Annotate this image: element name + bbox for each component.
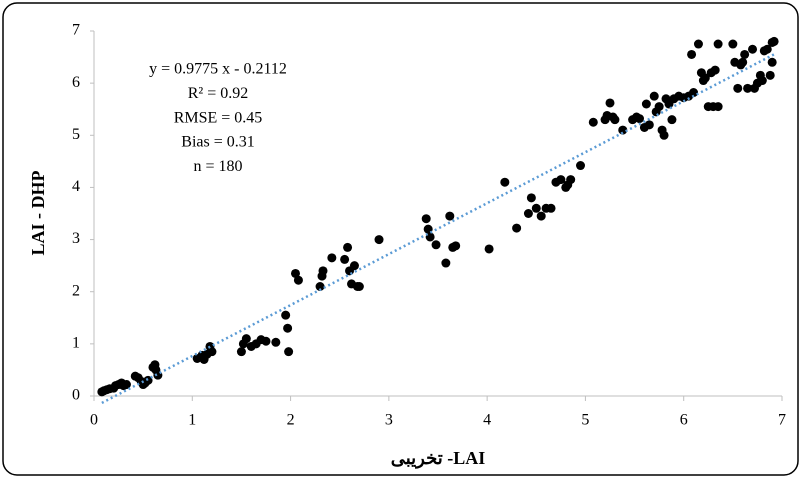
y-tick-label: 5: [72, 126, 80, 143]
data-point: [523, 209, 533, 218]
data-point: [743, 83, 753, 93]
y-tick-label: 0: [72, 387, 80, 404]
data-point: [546, 203, 556, 213]
y-axis-label: LAI - DHP: [28, 170, 48, 255]
data-point: [767, 57, 777, 67]
data-point: [283, 323, 293, 333]
data-point: [762, 44, 772, 54]
data-point: [349, 261, 359, 271]
annotation: RMSE = 0.45: [174, 109, 263, 126]
data-point: [354, 282, 364, 291]
data-point: [738, 57, 748, 67]
data-point: [327, 253, 337, 263]
data-point: [710, 65, 720, 75]
data-point: [512, 223, 522, 233]
x-tick-label: 2: [287, 412, 295, 429]
data-point: [634, 114, 644, 124]
x-tick-label: 1: [188, 412, 196, 429]
data-point: [261, 336, 271, 346]
y-tick-label: 3: [72, 230, 80, 247]
data-point: [740, 49, 750, 59]
data-point: [421, 214, 431, 224]
data-point: [576, 161, 586, 171]
data-point: [340, 254, 350, 264]
data-point: [451, 241, 461, 251]
data-point: [290, 268, 300, 278]
data-point: [284, 347, 294, 357]
annotation: y = 0.9775 x - 0.2112: [149, 61, 287, 78]
data-point: [713, 39, 723, 49]
y-tick-label: 7: [72, 22, 80, 39]
data-point: [644, 120, 654, 130]
data-point: [566, 175, 576, 185]
data-point: [281, 310, 291, 320]
data-point: [318, 266, 328, 276]
data-point: [293, 275, 303, 285]
annotation: R² = 0.92: [188, 85, 249, 102]
data-point: [445, 211, 455, 221]
data-point: [654, 102, 664, 112]
data-point: [526, 193, 536, 203]
data-point: [531, 203, 541, 213]
data-point: [484, 244, 494, 254]
data-point: [588, 117, 598, 127]
data-point: [649, 91, 659, 101]
data-point: [667, 115, 677, 125]
data-point: [659, 130, 669, 140]
data-point: [765, 70, 775, 80]
data-point: [693, 39, 703, 49]
data-point: [271, 337, 281, 347]
x-tick-label: 5: [581, 412, 589, 429]
x-tick-label: 6: [680, 412, 688, 429]
data-point: [610, 115, 620, 125]
data-point: [374, 235, 384, 245]
data-point: [687, 49, 697, 59]
trendline: [101, 53, 775, 405]
data-point: [713, 102, 723, 112]
data-point: [605, 98, 615, 108]
x-tick-label: 4: [483, 412, 491, 429]
data-point: [207, 347, 217, 357]
data-point: [757, 76, 767, 86]
data-point: [431, 240, 441, 250]
data-point: [689, 88, 699, 98]
data-point: [315, 282, 325, 291]
x-tick-label: 0: [90, 412, 98, 429]
x-tick-label: 7: [778, 412, 786, 429]
y-tick-label: 4: [72, 178, 80, 195]
data-point: [343, 242, 353, 252]
data-point: [500, 177, 510, 187]
annotation: Bias = 0.31: [181, 134, 254, 151]
annotation: n = 180: [193, 158, 242, 175]
data-point: [618, 125, 628, 135]
data-point: [536, 211, 546, 221]
y-tick-label: 1: [72, 335, 80, 352]
x-tick-label: 3: [385, 412, 393, 429]
data-point: [728, 39, 738, 49]
data-point: [700, 73, 710, 83]
data-point: [641, 99, 651, 109]
y-tick-label: 6: [72, 74, 80, 91]
data-point: [769, 36, 779, 46]
data-point: [441, 258, 451, 268]
y-tick-label: 2: [72, 282, 80, 299]
data-point: [556, 175, 566, 185]
x-axis-label: تخریبی -LAI: [391, 448, 486, 469]
data-point: [236, 347, 246, 357]
data-point: [748, 44, 758, 54]
data-point: [241, 334, 251, 344]
data-point: [121, 380, 131, 390]
data-point: [733, 83, 743, 93]
